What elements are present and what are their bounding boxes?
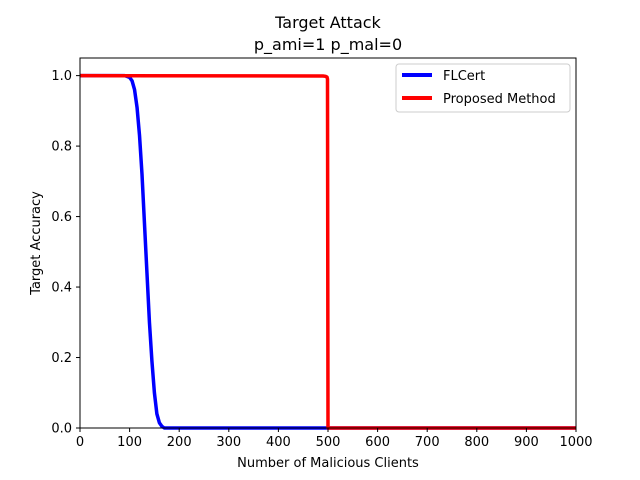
y-tick-label: 0.8 — [51, 140, 72, 155]
y-tick-label: 1.0 — [51, 69, 72, 84]
y-tick-label: 0.4 — [51, 281, 72, 296]
y-tick-label: 0.2 — [51, 351, 72, 366]
x-tick-label: 200 — [167, 435, 192, 450]
legend-label-flcert: FLCert — [443, 69, 485, 84]
x-tick-label: 900 — [514, 435, 539, 450]
x-tick-label: 100 — [117, 435, 142, 450]
plot-lines — [79, 73, 576, 430]
x-tick-label: 600 — [365, 435, 390, 450]
y-tick-label: 0.0 — [51, 422, 72, 437]
x-tick-label: 400 — [266, 435, 291, 450]
chart-title: Target Attack — [274, 13, 381, 32]
y-axis-ticks: 0.0 0.2 0.4 0.6 0.8 1.0 — [51, 69, 80, 437]
x-tick-label: 500 — [316, 435, 341, 450]
x-tick-label: 700 — [415, 435, 440, 450]
chart-subtitle: p_ami=1 p_mal=0 — [254, 35, 402, 55]
legend-label-proposed-method: Proposed Method — [443, 92, 556, 107]
y-axis-label: Target Accuracy — [29, 191, 44, 296]
y-tick-label: 0.6 — [51, 210, 72, 225]
x-axis-ticks: 0 100 200 300 400 500 600 700 800 900 1000 — [76, 428, 593, 450]
x-tick-label: 800 — [464, 435, 489, 450]
x-tick-label: 1000 — [559, 435, 592, 450]
x-tick-label: 300 — [216, 435, 241, 450]
x-axis-label: Number of Malicious Clients — [237, 456, 419, 471]
x-tick-label: 0 — [76, 435, 84, 450]
legend-box — [395, 63, 571, 113]
legend: FLCert Proposed Method — [395, 63, 571, 113]
